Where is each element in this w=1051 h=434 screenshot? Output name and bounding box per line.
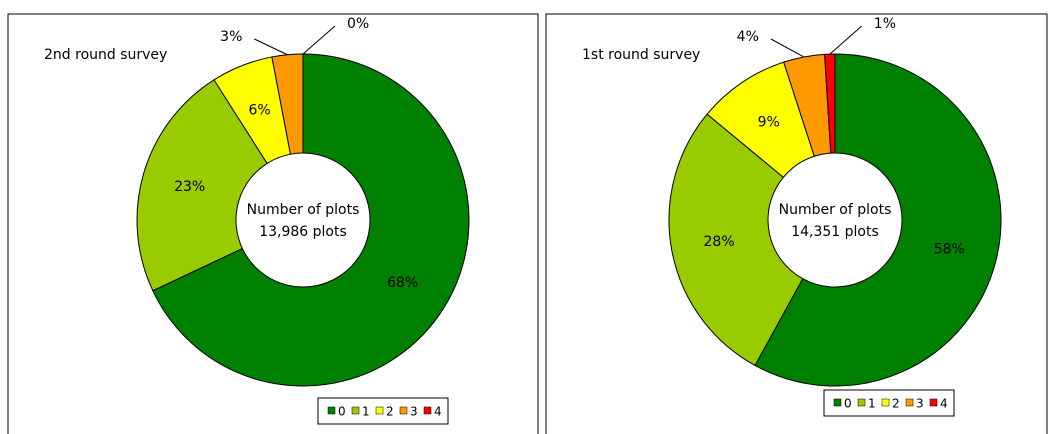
legend-label: 0 [844, 397, 852, 411]
donut-slice [136, 79, 268, 292]
legend-swatch [881, 398, 890, 407]
legend-label: 1 [362, 405, 370, 419]
legend-swatch [399, 406, 408, 415]
legend-swatch [833, 398, 842, 407]
legend-swatch [423, 406, 432, 415]
legend-swatch [327, 406, 336, 415]
data-label: 9% [758, 114, 780, 130]
data-label: 0% [347, 16, 369, 32]
donut-slice [824, 53, 836, 154]
center-label: 14,351 plots [791, 224, 879, 240]
data-label: 6% [248, 102, 270, 118]
data-label: 58% [934, 241, 965, 257]
leader-line [829, 25, 863, 55]
leader-line [770, 38, 805, 58]
legend-label: 3 [410, 405, 418, 419]
legend-label: 0 [338, 405, 346, 419]
chart-panel: 2nd round survey 68% 23% 6% 3% 0% Number of pl… [7, 13, 539, 434]
data-label: 3% [220, 29, 242, 45]
data-label: 4% [737, 29, 759, 45]
legend: 0 1 2 3 4 [317, 397, 449, 425]
data-label: 28% [704, 234, 735, 250]
donut-slice [754, 53, 1002, 387]
chart-panel: 1st round survey 58% 28% 9% 4% 1% Number of pl… [545, 13, 1048, 434]
donut-slice [152, 53, 470, 387]
legend-label: 1 [868, 397, 876, 411]
legend-label: 2 [892, 397, 900, 411]
legend-swatch [905, 398, 914, 407]
legend: 0 1 2 3 4 [823, 389, 955, 417]
leader-line [302, 25, 336, 55]
data-label: 1% [874, 16, 896, 32]
leader-line [254, 38, 288, 56]
center-label: Number of plots [247, 202, 360, 218]
legend-swatch [857, 398, 866, 407]
center-label: Number of plots [779, 202, 892, 218]
legend-label: 4 [434, 405, 442, 419]
chart-title: 1st round survey [582, 47, 700, 63]
legend-swatch [929, 398, 938, 407]
legend-label: 2 [386, 405, 394, 419]
legend-label: 4 [940, 397, 948, 411]
legend-swatch [351, 406, 360, 415]
data-label: 68% [387, 275, 418, 291]
chart-title: 2nd round survey [44, 47, 167, 63]
center-label: 13,986 plots [259, 224, 347, 240]
donut-slice [668, 113, 804, 367]
legend-label: 3 [916, 397, 924, 411]
data-label: 23% [174, 179, 205, 195]
legend-swatch [375, 406, 384, 415]
